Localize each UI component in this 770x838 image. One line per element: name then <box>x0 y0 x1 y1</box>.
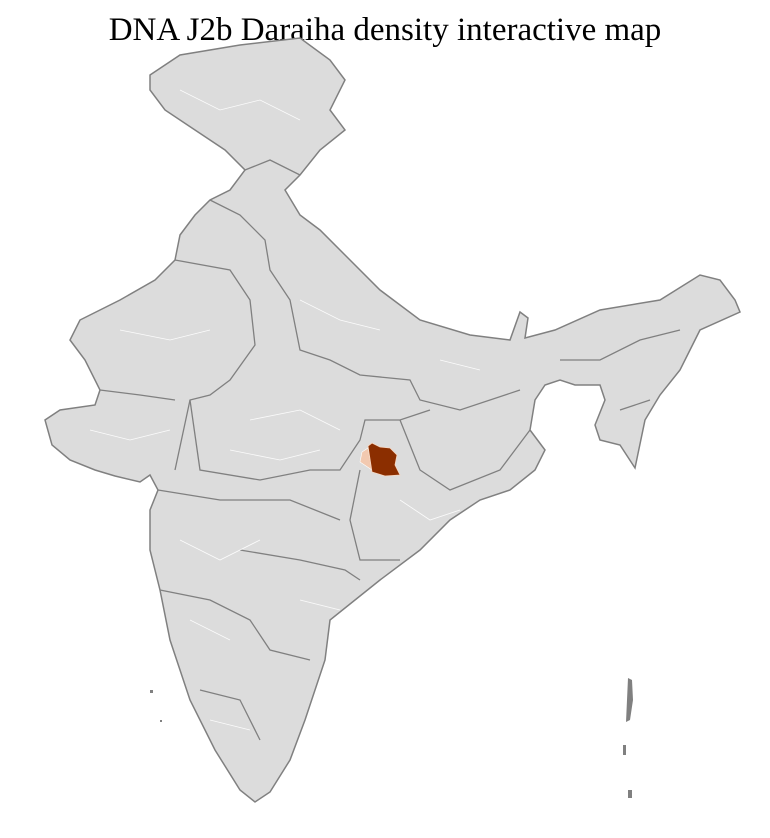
lakshadweep-islands[interactable] <box>150 690 162 722</box>
andaman-islands[interactable] <box>623 678 633 798</box>
district-borders <box>89 89 481 731</box>
map-title: DNA J2b Daraiha density interactive map <box>108 12 662 48</box>
state-borders <box>99 159 681 741</box>
district-high-density[interactable] <box>367 442 401 477</box>
